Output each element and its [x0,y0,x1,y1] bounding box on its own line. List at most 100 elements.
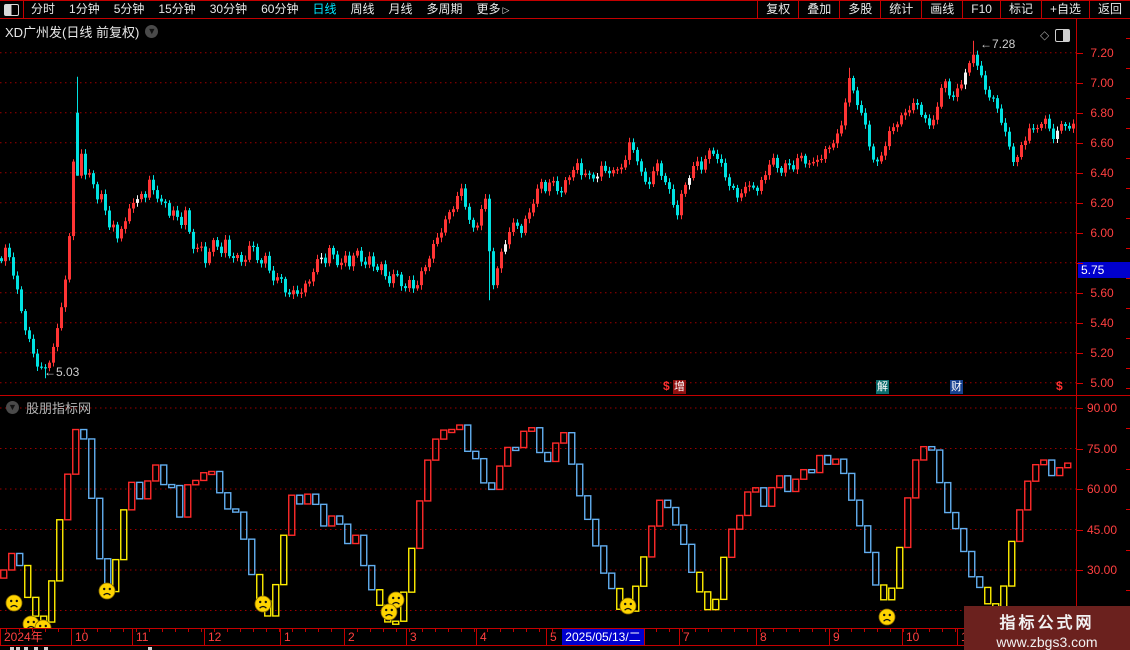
month-divider [644,629,645,645]
month-label: 11 [136,630,149,644]
toolbar-button-叠加[interactable]: 叠加 [798,1,839,18]
toolbar-button-多股[interactable]: 多股 [839,1,880,18]
chart-canvas[interactable] [0,0,1076,650]
period-tab-分时[interactable]: 分时 [31,2,56,16]
axis-tick [1077,382,1083,384]
week-tick [448,629,449,632]
split-panel-icon[interactable] [1055,28,1071,42]
axis-tick [1126,428,1130,430]
month-label: 5 [550,630,557,644]
month-label: 2 [348,630,355,644]
period-tab-日线[interactable]: 日线 [312,2,337,16]
axis-tick [1126,367,1130,369]
toolbar-button-+自选[interactable]: +自选 [1040,1,1089,18]
indicator-axis-label: 45.00 [1086,522,1118,537]
axis-tick [1077,322,1083,324]
toolbar-button-标记[interactable]: 标记 [999,1,1041,18]
week-tick [201,629,202,632]
sad-face-icon [380,603,398,621]
axis-tick [1126,187,1130,189]
week-tick [656,629,657,632]
week-tick [58,629,59,632]
date-axis[interactable]: 2025/05/13/二 2024年10111212345789101 [0,628,1130,646]
chart-corner-icons: ◇ [1040,28,1071,42]
week-tick [370,629,371,632]
month-label: 9 [833,630,840,644]
axis-tick [1077,172,1083,174]
dividend-dollar-icon[interactable]: $ [663,379,670,393]
period-tab-多周期[interactable]: 多周期 [426,2,463,16]
event-badge-财[interactable]: 财 [950,380,963,394]
week-tick [890,629,891,632]
toolbar-button-F10[interactable]: F10 [962,1,1000,18]
toolbar-buttons: 复权 叠加 多股 统计 画线 F10 标记 +自选 返回 [757,1,1130,18]
clipped-text-fragment [16,647,20,650]
week-tick [929,629,930,632]
week-tick [487,629,488,632]
week-tick [383,629,384,632]
period-tab-60分钟[interactable]: 60分钟 [261,2,299,16]
window-layout-icon[interactable] [4,3,19,16]
period-tab-更多[interactable]: 更多 ▷ [476,2,510,16]
sad-face-icon [98,582,116,600]
toolbar-button-画线[interactable]: 画线 [921,1,962,18]
event-badge-解[interactable]: 解 [876,380,889,394]
axis-tick [1126,127,1130,129]
axis-tick [1126,217,1130,219]
week-tick [292,629,293,632]
chevron-down-circle-icon[interactable]: ▼ [145,25,159,38]
axis-tick [1077,570,1083,571]
price-axis-label: 7.00 [1090,75,1114,90]
candles-layer[interactable] [0,40,1075,379]
more-triangle-icon: ▷ [502,5,510,15]
axis-tick [1126,277,1130,279]
price-axis-label: 7.20 [1090,45,1114,60]
period-tab-1分钟[interactable]: 1分钟 [69,2,100,16]
top-toolbar: 分时 1分钟 5分钟 15分钟 30分钟 60分钟 日线 周线 月线 多周期 更多 ▷ 复权 叠加 多股统… [0,0,1130,19]
week-tick [123,629,124,632]
week-tick [669,629,670,632]
month-label: 10 [906,630,920,644]
selected-date-tag: 2025/05/13/二 [562,629,644,645]
clipped-text-fragment [44,647,48,650]
watermark-title: 指标公式网 [999,615,1095,632]
price-axis-label: 6.80 [1090,105,1114,120]
low-price-label: ←5.03 [44,365,80,379]
sad-face-icon [878,608,896,626]
period-tab-月线[interactable]: 月线 [388,2,413,16]
axis-tick [1126,157,1130,159]
clipped-text-fragment [10,647,14,650]
event-badge-增[interactable]: 增 [673,380,686,394]
period-tab-15分钟[interactable]: 15分钟 [158,2,196,16]
week-tick [955,629,956,632]
month-label: 3 [410,630,417,644]
toolbar-button-返回[interactable]: 返回 [1088,1,1130,18]
week-tick [149,629,150,632]
week-tick [136,629,137,632]
axis-tick [1126,590,1130,592]
week-tick [760,629,761,632]
toolbar-button-复权[interactable]: 复权 [757,1,798,18]
axis-tick [1077,142,1083,144]
month-label: 10 [75,630,89,644]
clipped-statusbar-fragment [0,646,1130,650]
week-tick [6,629,7,632]
dividend-dollar-icon[interactable]: $ [1056,379,1063,393]
oscillator-layer[interactable] [0,424,1072,625]
axis-tick [1077,202,1083,204]
axis-tick [1077,82,1083,84]
axis-tick [1077,448,1083,450]
axis-tick [1126,387,1130,389]
price-axis-label: 5.40 [1090,315,1114,330]
period-tab-周线[interactable]: 周线 [350,2,375,16]
period-tab-30分钟[interactable]: 30分钟 [209,2,248,16]
toolbar-button-统计[interactable]: 统计 [880,1,921,18]
week-tick [513,629,514,632]
diamond-icon[interactable]: ◇ [1040,28,1050,42]
week-tick [864,629,865,632]
period-tab-5分钟[interactable]: 5分钟 [113,2,145,16]
month-divider [957,629,958,645]
axis-tick [1077,112,1083,114]
chevron-down-circle-icon[interactable]: ▼ [6,401,19,414]
